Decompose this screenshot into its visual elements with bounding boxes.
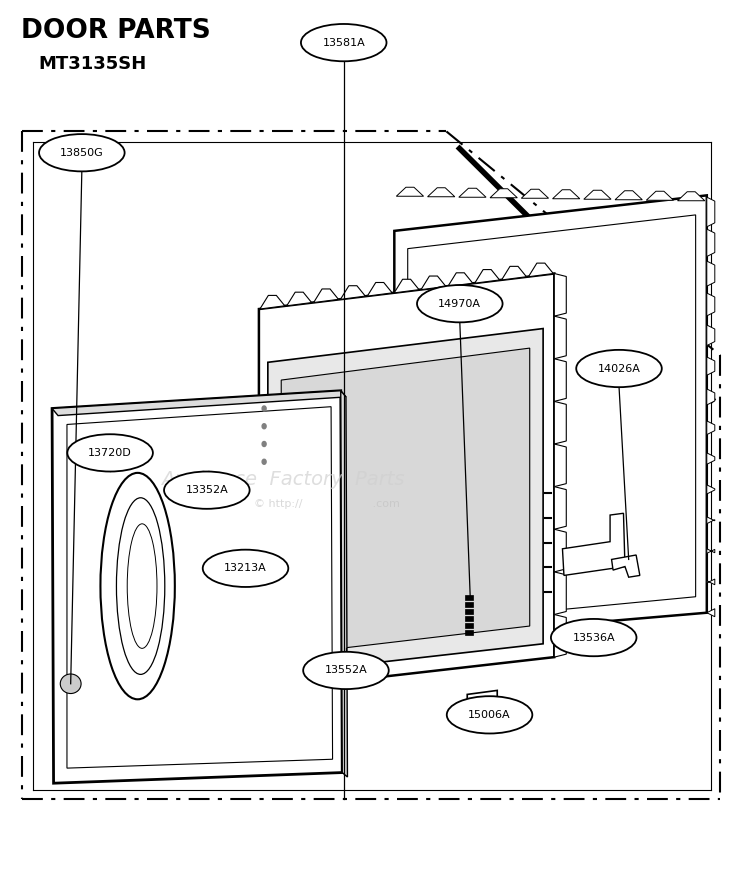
Ellipse shape xyxy=(304,652,388,689)
Ellipse shape xyxy=(67,434,153,472)
Polygon shape xyxy=(707,549,715,553)
Polygon shape xyxy=(647,191,673,201)
Polygon shape xyxy=(612,555,640,577)
Ellipse shape xyxy=(164,472,250,509)
Text: 13213A: 13213A xyxy=(224,563,267,574)
Polygon shape xyxy=(554,572,566,614)
Polygon shape xyxy=(260,296,285,309)
Polygon shape xyxy=(341,286,365,299)
Polygon shape xyxy=(707,261,715,286)
Polygon shape xyxy=(707,325,715,345)
Polygon shape xyxy=(678,192,705,201)
Polygon shape xyxy=(707,197,715,226)
Polygon shape xyxy=(553,190,580,199)
Polygon shape xyxy=(467,690,517,715)
Polygon shape xyxy=(554,359,566,401)
Bar xyxy=(465,602,472,607)
Polygon shape xyxy=(368,282,392,296)
Ellipse shape xyxy=(262,406,266,411)
Bar xyxy=(465,616,472,621)
Text: Appliance  Factory  Parts: Appliance Factory Parts xyxy=(161,470,405,489)
Polygon shape xyxy=(394,195,707,639)
Ellipse shape xyxy=(576,350,661,387)
Text: 13720D: 13720D xyxy=(89,448,132,458)
Polygon shape xyxy=(554,401,566,444)
Ellipse shape xyxy=(262,441,266,447)
Polygon shape xyxy=(707,517,715,524)
Text: 15006A: 15006A xyxy=(468,710,511,720)
Polygon shape xyxy=(554,444,566,487)
Text: 13552A: 13552A xyxy=(324,665,368,676)
Polygon shape xyxy=(421,276,446,289)
Bar xyxy=(465,623,472,628)
Text: 14970A: 14970A xyxy=(438,298,481,309)
Ellipse shape xyxy=(100,473,175,700)
Polygon shape xyxy=(341,391,347,777)
Polygon shape xyxy=(707,389,715,405)
Ellipse shape xyxy=(116,498,164,674)
Bar xyxy=(465,609,472,614)
Ellipse shape xyxy=(301,24,387,61)
Polygon shape xyxy=(554,614,566,657)
Polygon shape xyxy=(52,391,346,416)
Ellipse shape xyxy=(417,285,502,322)
Text: 13850G: 13850G xyxy=(60,147,103,158)
Ellipse shape xyxy=(39,134,125,171)
Polygon shape xyxy=(707,608,715,617)
Polygon shape xyxy=(707,485,715,494)
Polygon shape xyxy=(707,357,715,376)
Polygon shape xyxy=(707,293,715,316)
Polygon shape xyxy=(314,289,339,303)
Ellipse shape xyxy=(127,524,157,648)
Polygon shape xyxy=(394,279,419,293)
Polygon shape xyxy=(501,266,527,280)
Polygon shape xyxy=(615,191,642,200)
Text: © http://                    .com: © http:// .com xyxy=(254,499,400,510)
Ellipse shape xyxy=(262,424,266,429)
Polygon shape xyxy=(554,529,566,572)
Ellipse shape xyxy=(60,674,81,694)
Polygon shape xyxy=(428,187,455,197)
Ellipse shape xyxy=(446,696,533,733)
Ellipse shape xyxy=(262,459,266,464)
Bar xyxy=(465,630,472,635)
Text: MT3135SH: MT3135SH xyxy=(39,55,147,73)
Polygon shape xyxy=(286,292,312,305)
Polygon shape xyxy=(397,187,423,196)
Bar xyxy=(465,595,472,600)
Polygon shape xyxy=(490,189,517,198)
Polygon shape xyxy=(268,329,543,675)
Ellipse shape xyxy=(202,550,288,587)
Polygon shape xyxy=(554,274,566,316)
Polygon shape xyxy=(448,273,472,287)
Polygon shape xyxy=(522,189,548,198)
Polygon shape xyxy=(475,270,499,283)
Polygon shape xyxy=(707,453,715,464)
Polygon shape xyxy=(554,316,566,359)
Polygon shape xyxy=(528,263,554,277)
Polygon shape xyxy=(584,190,611,199)
Polygon shape xyxy=(52,391,342,783)
Polygon shape xyxy=(707,229,715,257)
Polygon shape xyxy=(259,274,554,691)
Ellipse shape xyxy=(551,619,636,656)
Polygon shape xyxy=(188,424,268,700)
Polygon shape xyxy=(707,579,715,585)
Polygon shape xyxy=(554,487,566,529)
Text: DOOR PARTS: DOOR PARTS xyxy=(21,18,211,44)
Text: 13352A: 13352A xyxy=(185,485,228,496)
Text: 13536A: 13536A xyxy=(572,632,615,643)
Text: 14026A: 14026A xyxy=(597,363,641,374)
Polygon shape xyxy=(281,348,530,655)
Polygon shape xyxy=(707,421,715,434)
Text: 13581A: 13581A xyxy=(322,37,365,48)
Polygon shape xyxy=(459,188,486,197)
Polygon shape xyxy=(562,513,625,575)
